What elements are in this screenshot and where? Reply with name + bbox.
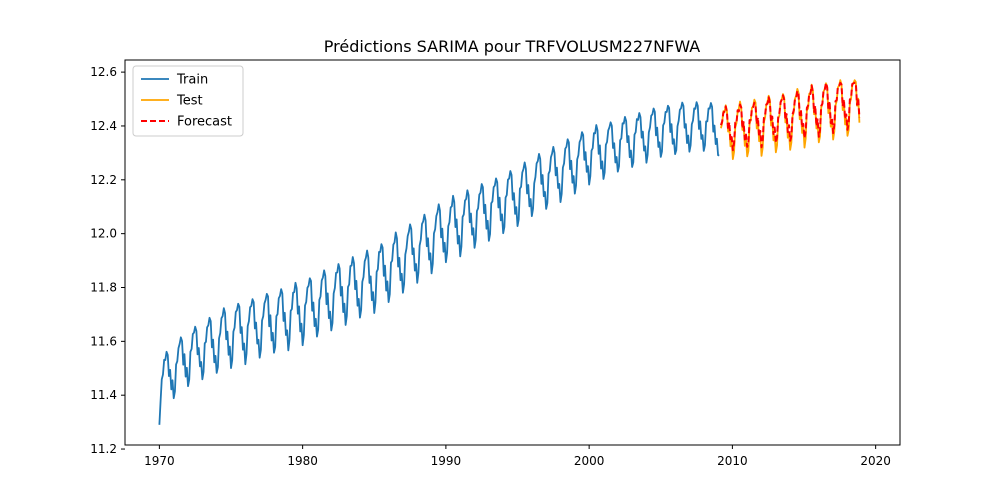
legend-label-forecast: Forecast bbox=[177, 115, 232, 130]
legend-label-test: Test bbox=[176, 94, 203, 109]
x-tick-label: 1970 bbox=[144, 454, 175, 468]
series-layer bbox=[158, 79, 861, 425]
y-tick-label: 11.4 bbox=[90, 388, 117, 402]
plot-frame bbox=[124, 59, 901, 446]
x-tick-label: 1980 bbox=[287, 454, 318, 468]
y-tick-label: 11.8 bbox=[90, 281, 117, 295]
y-tick-label: 11.6 bbox=[90, 334, 117, 348]
axes-layer: 1970 1980 1990 2000 2010 2020 11.2 11.4 11.6 11.8… bbox=[90, 59, 901, 468]
x-tick-label: 2010 bbox=[717, 454, 748, 468]
x-tick-label: 1990 bbox=[431, 454, 462, 468]
y-tick-label: 12.4 bbox=[90, 119, 117, 133]
y-tick-label: 12.2 bbox=[90, 173, 117, 187]
chart-title: Prédictions SARIMA pour TRFVOLUSM227NFWA bbox=[324, 37, 701, 56]
y-tick-label: 12.0 bbox=[90, 227, 117, 241]
legend-box bbox=[132, 65, 244, 137]
y-tick-label: 11.2 bbox=[90, 442, 117, 456]
x-tick-label: 2020 bbox=[860, 454, 891, 468]
legend: Train Test Forecast bbox=[132, 65, 244, 137]
legend-label-train: Train bbox=[176, 73, 208, 88]
y-tick-label: 12.6 bbox=[90, 65, 117, 79]
series-line-train bbox=[158, 101, 720, 425]
series-line-forecast bbox=[719, 81, 861, 152]
x-tick-label: 2000 bbox=[574, 454, 605, 468]
